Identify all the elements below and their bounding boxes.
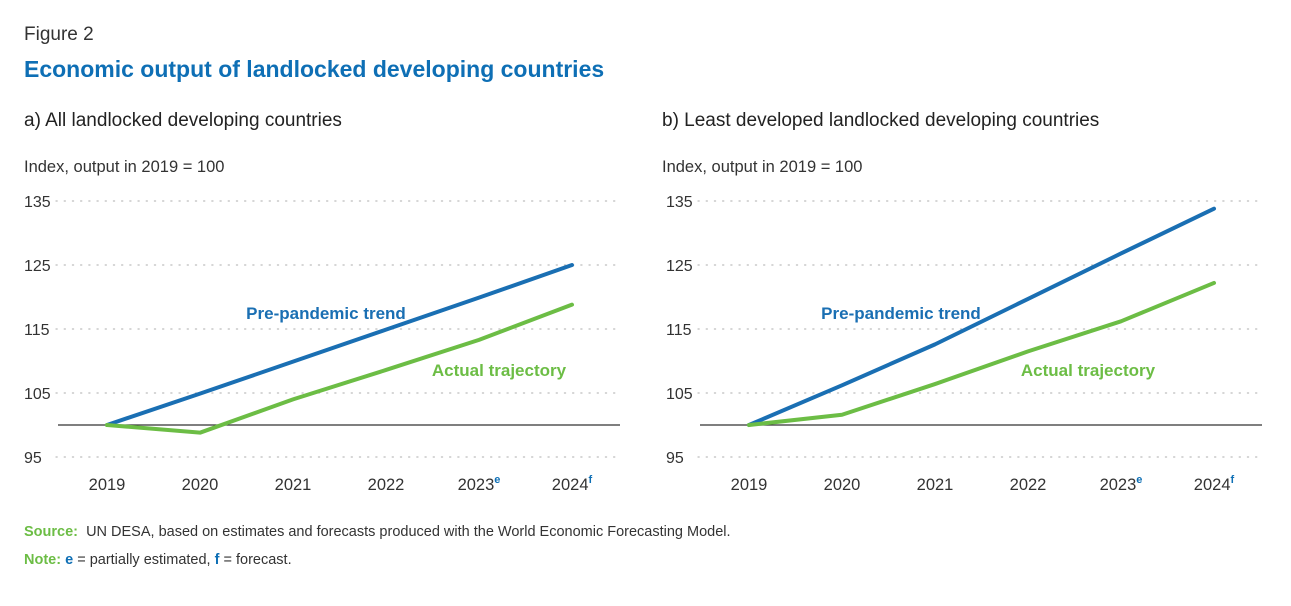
source-label: Source: — [24, 524, 78, 540]
panel-a-ylabel: Index, output in 2019 = 100 — [24, 158, 225, 176]
x-tick-label: 2020 — [824, 476, 861, 494]
figure-title: Economic output of landlocked developing… — [24, 56, 605, 82]
y-tick-label: 115 — [666, 322, 692, 339]
y-tick-label: 95 — [666, 450, 684, 467]
y-tick-label: 105 — [24, 386, 51, 403]
series-pre-pandemic-trend — [105, 263, 574, 427]
note-label: Note: — [24, 552, 62, 568]
y-tick-label: 115 — [24, 322, 50, 339]
y-tick-label: 105 — [666, 386, 693, 403]
label-actual-trajectory: Actual trajectory — [432, 361, 567, 380]
label-pre-pandemic-trend: Pre-pandemic trend — [246, 304, 406, 323]
label-actual-trajectory: Actual trajectory — [1021, 361, 1156, 380]
chart-a: 95 105 115 125 135 2019 2020 2021 2022 2023e 2024f… — [24, 194, 621, 494]
note-f-text: = forecast. — [219, 552, 292, 568]
x-tick-label: 2023e — [458, 474, 501, 494]
x-tick-label: 2019 — [731, 476, 768, 494]
y-tick-label: 95 — [24, 450, 42, 467]
panel-b-title: b) Least developed landlocked developing… — [662, 110, 1100, 131]
x-tick-label: 2020 — [182, 476, 219, 494]
note-e-symbol: e — [65, 552, 74, 568]
label-pre-pandemic-trend: Pre-pandemic trend — [821, 304, 981, 323]
x-tick-label: 2019 — [89, 476, 126, 494]
note-line: Note: e = partially estimated, f = forec… — [24, 552, 292, 568]
x-tick-label: 2022 — [368, 476, 405, 494]
source-line: Source: UN DESA, based on estimates and … — [24, 524, 731, 540]
note-e-text: = partially estimated, — [73, 552, 215, 568]
series-pre-pandemic-trend — [747, 206, 1216, 427]
series-actual-trajectory — [105, 302, 574, 435]
panel-b-ylabel: Index, output in 2019 = 100 — [662, 158, 863, 176]
note-f-symbol: f — [214, 552, 220, 568]
y-tick-label: 125 — [24, 258, 51, 275]
x-tick-label: 2024f — [552, 474, 593, 494]
chart-b: 95 105 115 125 135 2019 2020 2021 2022 2023e 2024f… — [666, 194, 1263, 494]
x-tick-label: 2023e — [1100, 474, 1143, 494]
x-tick-label: 2024f — [1194, 474, 1235, 494]
x-tick-label: 2022 — [1010, 476, 1047, 494]
y-tick-label: 135 — [24, 194, 51, 211]
x-tick-label: 2021 — [275, 476, 312, 494]
x-tick-label: 2021 — [917, 476, 954, 494]
panel-a-title: a) All landlocked developing countries — [24, 110, 342, 131]
series-actual-trajectory — [747, 280, 1216, 427]
figure-label: Figure 2 — [24, 24, 94, 45]
y-tick-label: 125 — [666, 258, 693, 275]
y-tick-label: 135 — [666, 194, 693, 211]
source-text: UN DESA, based on estimates and forecast… — [86, 524, 731, 540]
